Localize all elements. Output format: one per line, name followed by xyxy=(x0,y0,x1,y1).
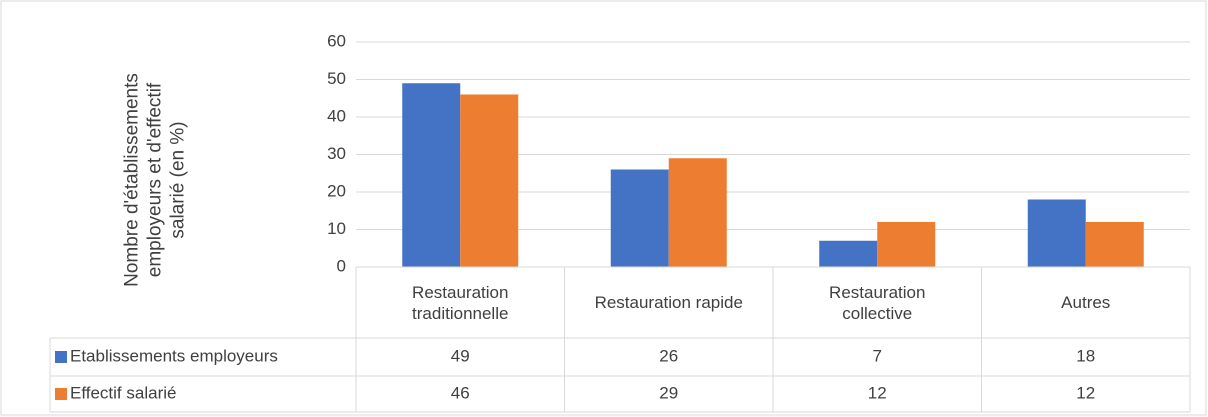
bar xyxy=(402,83,461,267)
bar xyxy=(668,158,727,267)
y-tick-label: 30 xyxy=(327,144,346,163)
bar xyxy=(1027,199,1086,267)
y-tick-label: 60 xyxy=(327,31,346,50)
y-axis-label: Nombre d'établissements employeurs et d'… xyxy=(121,73,189,287)
category-cell: Restauration rapide xyxy=(594,293,743,312)
category-cell: Restauration collective xyxy=(829,282,926,323)
data-table-value: 12 xyxy=(868,383,887,402)
category-cell: Restauration traditionnelle xyxy=(412,282,509,323)
y-tick-label: 50 xyxy=(327,69,346,88)
x-tick-label: Autres xyxy=(1061,293,1111,312)
bar xyxy=(460,94,519,267)
bar xyxy=(610,169,669,267)
y-tick-label: 0 xyxy=(337,256,346,275)
data-table-value: 29 xyxy=(659,383,678,402)
x-tick-label: Restauration collective xyxy=(829,282,926,323)
data-table-value: 18 xyxy=(1076,346,1095,365)
bar xyxy=(1085,222,1144,267)
data-table-value: 49 xyxy=(451,346,470,365)
legend-label: Etablissements employeurs xyxy=(70,346,278,365)
legend-key xyxy=(55,351,67,363)
data-table-value: 12 xyxy=(1076,383,1095,402)
data-table-value: 7 xyxy=(873,346,882,365)
bar xyxy=(819,240,878,267)
category-cell: Autres xyxy=(1061,293,1111,312)
data-table-value: 46 xyxy=(451,383,470,402)
x-tick-label: Restauration traditionnelle xyxy=(412,282,509,323)
x-tick-label: Restauration rapide xyxy=(594,293,743,312)
y-tick-label: 40 xyxy=(327,106,346,125)
legend-key xyxy=(55,388,67,400)
y-tick-label: 20 xyxy=(327,181,346,200)
y-tick-label: 10 xyxy=(327,219,346,238)
bar xyxy=(877,222,936,267)
data-table-value: 26 xyxy=(659,346,678,365)
legend-label: Effectif salarié xyxy=(70,383,176,402)
